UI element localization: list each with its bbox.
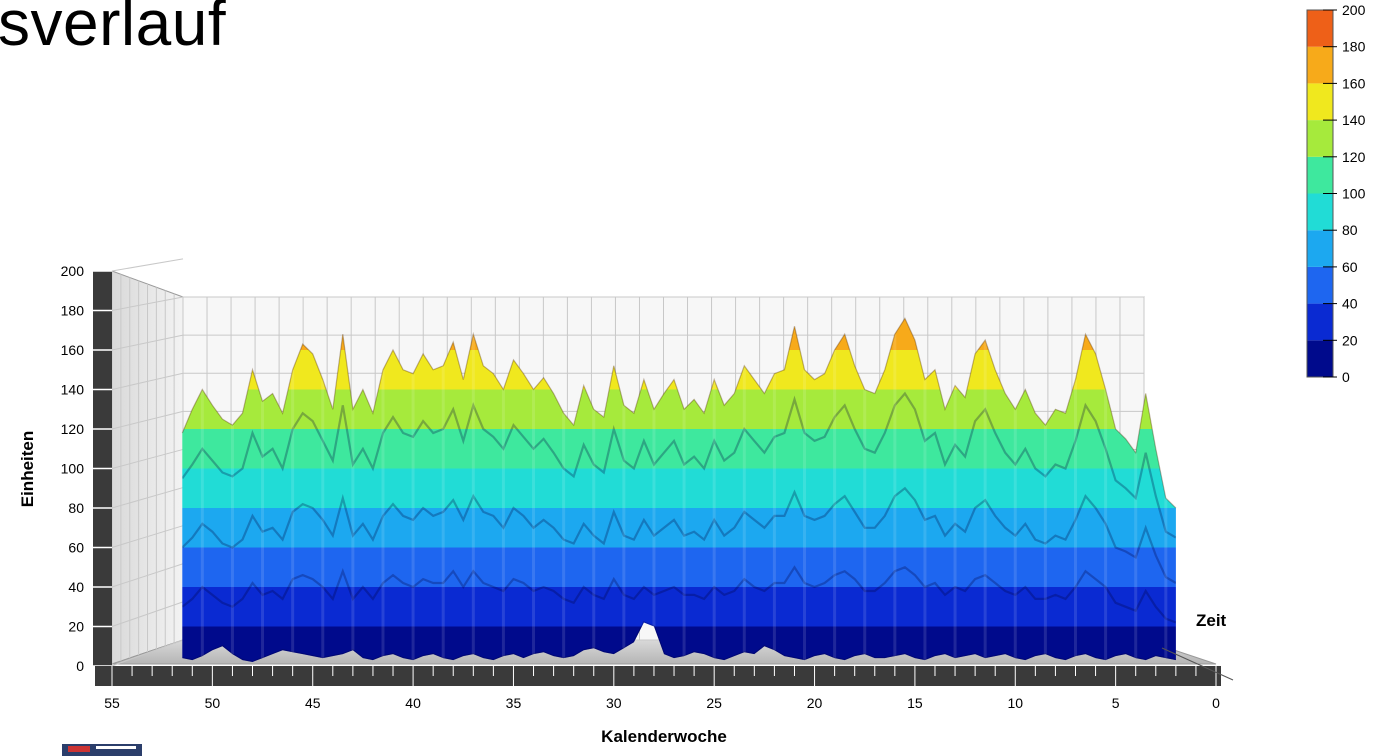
color-scale-label: 20 xyxy=(1342,332,1358,348)
y-tick-label: 20 xyxy=(68,619,84,635)
surface-band xyxy=(182,587,1176,627)
grid-line xyxy=(111,258,184,272)
color-scale-label: 120 xyxy=(1342,149,1366,165)
grid-line xyxy=(111,601,184,627)
y-tick-label: 40 xyxy=(68,579,84,595)
y-tick-label: 180 xyxy=(61,303,85,319)
x-tick-label: 10 xyxy=(1007,695,1023,711)
x-tick-label: 25 xyxy=(706,695,722,711)
color-scale-label: 80 xyxy=(1342,222,1358,238)
color-scale-label: 60 xyxy=(1342,259,1358,275)
grid-line xyxy=(111,334,184,351)
color-scale-band xyxy=(1307,303,1333,341)
color-scale-band xyxy=(1307,193,1333,231)
color-scale-label: 160 xyxy=(1342,75,1366,91)
color-scale-band xyxy=(1307,83,1333,121)
x-axis-title: Kalenderwoche xyxy=(601,727,727,746)
color-scale-label: 180 xyxy=(1342,39,1366,55)
x-tick-label: 55 xyxy=(104,695,120,711)
grid-line xyxy=(111,639,184,667)
color-scale-label: 200 xyxy=(1342,2,1366,18)
surface-ridge xyxy=(182,391,1176,539)
y-tick-label: 120 xyxy=(61,421,85,437)
x-tick-label: 50 xyxy=(205,695,221,711)
x-axis-ticks: 55 50 45 40 35 30 25 20 15 10 5 0 xyxy=(104,666,1220,711)
y-axis-title: Einheiten xyxy=(18,431,37,508)
color-scale-band xyxy=(1307,266,1333,304)
y-tick-label: 60 xyxy=(68,540,84,556)
z-axis-title: Zeit xyxy=(1196,611,1227,630)
x-tick-label: 0 xyxy=(1212,695,1220,711)
surface-ridge xyxy=(182,486,1176,584)
color-scale-band xyxy=(1307,156,1333,194)
color-scale-band xyxy=(1307,46,1333,84)
x-tick-label: 35 xyxy=(506,695,522,711)
z-axis-ticks xyxy=(1161,647,1234,681)
left-wall-grid xyxy=(111,258,184,667)
color-scale-label: 0 xyxy=(1342,369,1350,385)
grid-line xyxy=(111,372,184,390)
x-tick-label: 40 xyxy=(405,695,421,711)
x-tick-label: 20 xyxy=(807,695,823,711)
x-axis-bar xyxy=(95,666,1221,686)
color-scale-label: 40 xyxy=(1342,296,1358,312)
grid-line xyxy=(111,563,184,588)
y-axis-ticks: 0 20 40 60 80 100 120 140 160 180 200 xyxy=(61,263,112,674)
y-tick-label: 160 xyxy=(61,342,85,358)
color-scale-band xyxy=(1307,10,1333,47)
surface-ridge xyxy=(182,565,1176,624)
x-tick-label: 5 xyxy=(1112,695,1120,711)
grid-line xyxy=(111,448,184,469)
slide-title: sverlauf xyxy=(0,0,227,59)
grid-line xyxy=(111,525,184,548)
surface-band xyxy=(182,468,1176,508)
grid-line xyxy=(111,410,184,430)
surface-band xyxy=(182,429,1176,469)
grid-line xyxy=(111,487,184,509)
color-scale-band xyxy=(1307,120,1333,157)
color-scale-label: 100 xyxy=(1342,186,1366,202)
surface-band xyxy=(182,547,1176,587)
y-tick-label: 140 xyxy=(61,382,85,398)
x-tick-label: 30 xyxy=(606,695,622,711)
color-scale-legend: 0 20 40 60 80 100 120 140 160 180 200 xyxy=(1306,2,1366,385)
y-tick-label: 200 xyxy=(61,263,85,279)
logo-icon xyxy=(62,744,142,756)
y-tick-label: 100 xyxy=(61,461,85,477)
surface-ridge xyxy=(181,317,1177,509)
color-scale-band xyxy=(1307,230,1333,267)
surface-band xyxy=(112,232,1216,272)
y-tick-label: 80 xyxy=(68,500,84,516)
surface-band xyxy=(182,508,1176,548)
x-tick-label: 15 xyxy=(907,695,923,711)
grid-line xyxy=(111,296,184,311)
y-tick-label: 0 xyxy=(76,658,84,674)
color-scale-band xyxy=(1307,340,1333,377)
x-tick-label: 45 xyxy=(305,695,321,711)
color-scale-label: 140 xyxy=(1342,112,1366,128)
